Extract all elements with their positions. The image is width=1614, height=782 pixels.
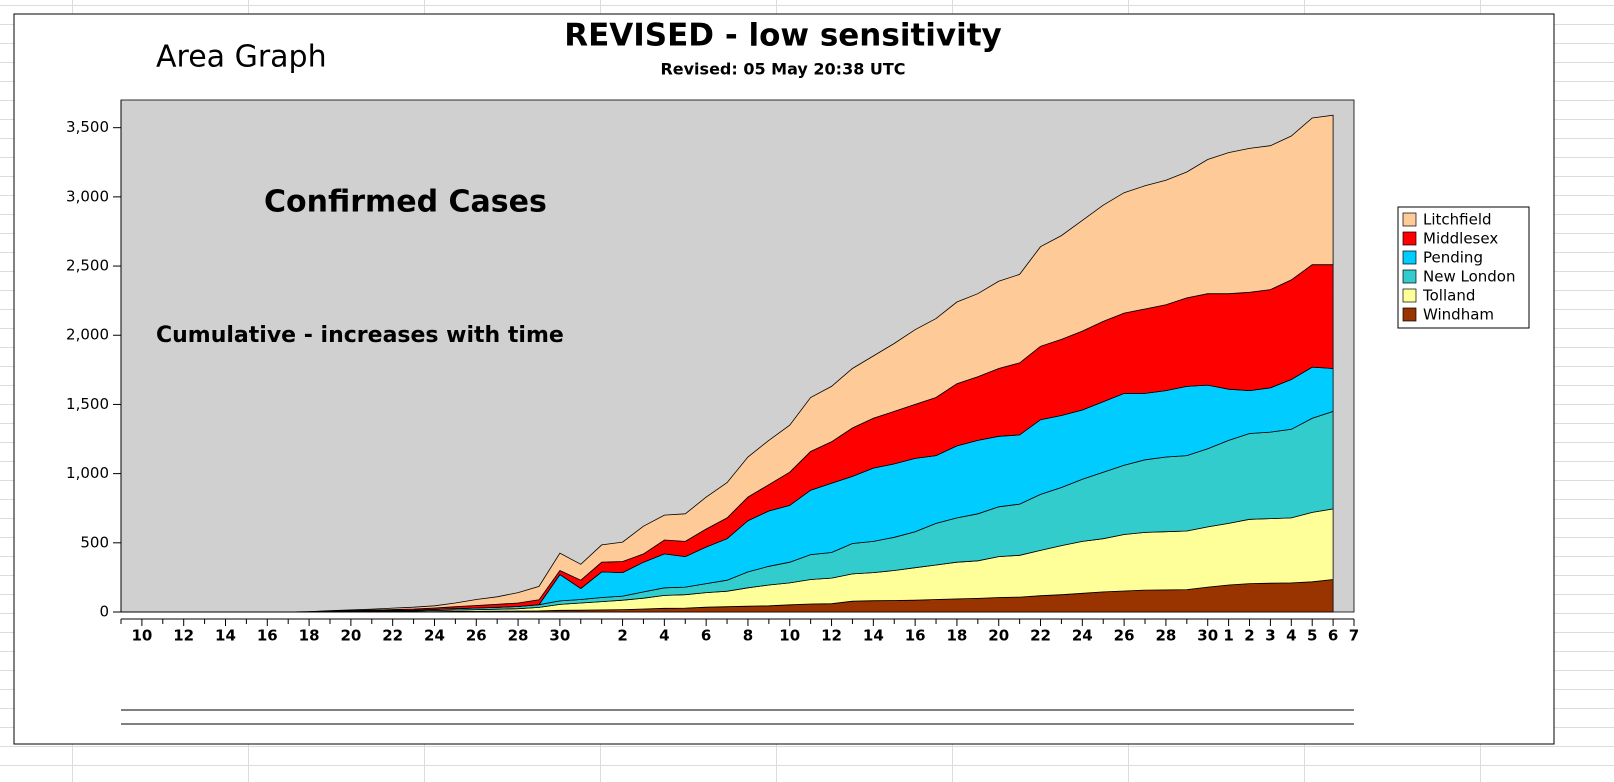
legend-swatch (1402, 212, 1417, 227)
legend-swatch (1402, 307, 1417, 322)
x-tick-label: 28 (1155, 627, 1176, 645)
x-tick-label: 24 (424, 627, 445, 645)
y-tick-label: 1,500 (66, 395, 109, 413)
x-tick-label: 12 (173, 627, 194, 645)
x-tick-label: 2 (617, 627, 627, 645)
x-tick-label: 18 (299, 627, 320, 645)
x-tick-label: 4 (659, 627, 669, 645)
x-tick-label: 22 (1030, 627, 1051, 645)
y-tick-label: 500 (80, 533, 109, 551)
x-tick-label: 20 (340, 627, 361, 645)
x-tick-label: 30 (1197, 627, 1218, 645)
x-tick-label: 10 (779, 627, 800, 645)
x-tick-label: 10 (131, 627, 152, 645)
legend-swatch (1402, 288, 1417, 303)
x-tick-label: 8 (743, 627, 753, 645)
legend-swatch (1402, 250, 1417, 265)
legend-label: Middlesex (1423, 230, 1498, 248)
chart-subtitle: Revised: 05 May 20:38 UTC (660, 60, 905, 79)
annotation: Confirmed Cases (264, 185, 547, 220)
y-tick-label: 3,500 (66, 118, 109, 136)
x-tick-label: 20 (988, 627, 1009, 645)
x-tick-label: 24 (1072, 627, 1093, 645)
legend-swatch (1402, 269, 1417, 284)
x-tick-label: 7 (1349, 627, 1359, 645)
x-tick-label: 26 (466, 627, 487, 645)
legend-box (1397, 206, 1530, 329)
legend-label: Tolland (1422, 287, 1475, 305)
x-tick-label: 30 (549, 627, 570, 645)
y-tick-label: 3,000 (66, 187, 109, 205)
y-tick-label: 2,000 (66, 326, 109, 344)
annotation: Cumulative - increases with time (156, 323, 564, 348)
legend-label: New London (1423, 268, 1515, 286)
x-tick-label: 1 (1223, 627, 1233, 645)
x-tick-label: 3 (1265, 627, 1275, 645)
x-tick-label: 5 (1307, 627, 1317, 645)
annotation: Area Graph (156, 40, 327, 75)
x-tick-label: 14 (863, 627, 884, 645)
x-tick-label: 26 (1114, 627, 1135, 645)
legend-label: Litchfield (1423, 211, 1492, 229)
x-tick-label: 4 (1286, 627, 1296, 645)
legend-swatch (1402, 231, 1417, 246)
y-tick-label: 1,000 (66, 464, 109, 482)
x-tick-label: 14 (215, 627, 236, 645)
x-tick-label: 2 (1244, 627, 1254, 645)
x-tick-label: 22 (382, 627, 403, 645)
y-tick-label: 0 (99, 603, 109, 621)
chart-title: REVISED - low sensitivity (564, 18, 1002, 54)
legend-label: Pending (1423, 249, 1483, 267)
empty-axes (121, 709, 1354, 725)
x-tick-label: 16 (257, 627, 278, 645)
area (121, 114, 1334, 613)
x-tick-label: 18 (946, 627, 967, 645)
x-tick-label: 28 (508, 627, 529, 645)
legend-label: Windham (1423, 306, 1494, 324)
x-tick-label: 12 (821, 627, 842, 645)
x-tick-label: 16 (905, 627, 926, 645)
x-tick-label: 6 (1328, 627, 1338, 645)
y-tick-label: 2,500 (66, 257, 109, 275)
x-tick-label: 6 (701, 627, 711, 645)
